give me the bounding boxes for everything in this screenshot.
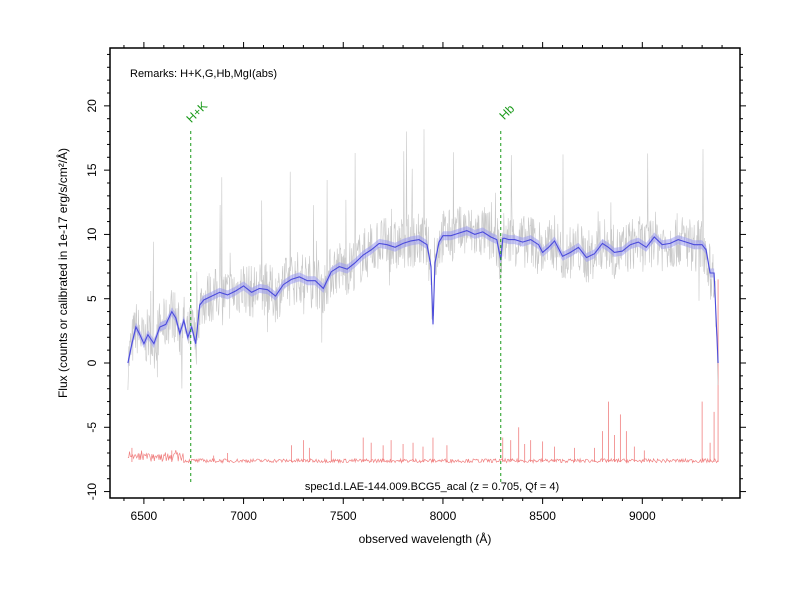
x-tick-label: 7500	[330, 509, 357, 523]
y-tick-label: 10	[85, 227, 99, 241]
y-tick-label: 15	[85, 163, 99, 177]
spectrum-caption: spec1d.LAE-144.009.BCG5_acal (z = 0.705,…	[305, 481, 559, 493]
smoothed-error-band	[127, 226, 719, 368]
noise-spectrum	[127, 279, 719, 464]
y-tick-label: 0	[85, 359, 99, 366]
x-tick-label: 6500	[131, 509, 158, 523]
x-tick-label: 8000	[430, 509, 457, 523]
raw-spectrum	[127, 129, 719, 391]
x-tick-label: 8500	[529, 509, 556, 523]
y-axis-label: Flux (counts or calibrated in 1e-17 erg/…	[55, 148, 70, 398]
y-tick-label: -5	[85, 422, 99, 433]
y-tick-label: 20	[85, 99, 99, 113]
x-tick-label: 9000	[629, 509, 656, 523]
x-tick-label: 7000	[230, 509, 257, 523]
y-tick-label: -10	[85, 483, 99, 501]
y-tick-label: 5	[85, 295, 99, 302]
remarks-annotation: Remarks: H+K,G,Hb,MgI(abs)	[130, 68, 277, 80]
x-axis-label: observed wavelength (Å)	[359, 531, 492, 546]
plot-frame	[109, 47, 741, 499]
smoothed-flux-line	[127, 230, 719, 364]
raw-flux-trace	[127, 129, 719, 391]
smoothed-spectrum	[127, 226, 719, 368]
axis-ticks: 6500 7000 7500 8000 8500 9000 -10 -5 0 5 10 15 20	[85, 42, 746, 523]
